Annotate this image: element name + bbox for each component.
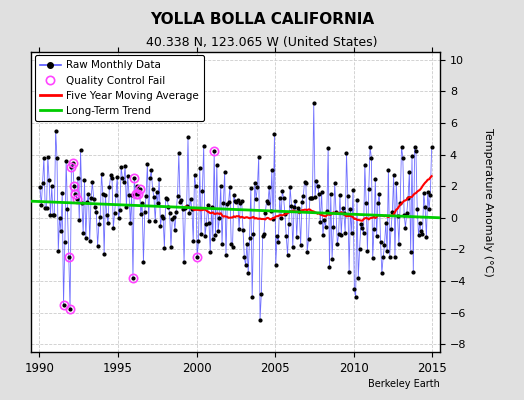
Legend: Raw Monthly Data, Quality Control Fail, Five Year Moving Average, Long-Term Tren: Raw Monthly Data, Quality Control Fail, …	[35, 55, 204, 121]
Text: YOLLA BOLLA CALIFORNIA: YOLLA BOLLA CALIFORNIA	[150, 12, 374, 27]
Text: 40.338 N, 123.065 W (United States): 40.338 N, 123.065 W (United States)	[146, 36, 378, 49]
Y-axis label: Temperature Anomaly (°C): Temperature Anomaly (°C)	[483, 128, 493, 276]
Text: Berkeley Earth: Berkeley Earth	[368, 379, 440, 389]
